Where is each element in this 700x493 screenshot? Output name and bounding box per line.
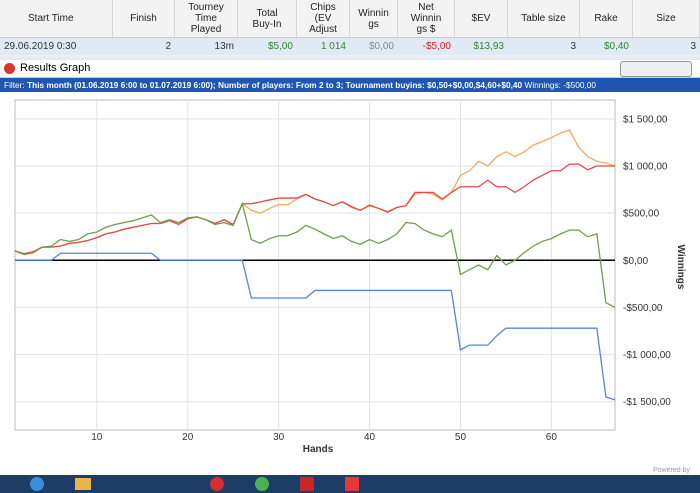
table-cell: $13,93 (455, 38, 508, 55)
app-icon (4, 63, 15, 74)
filter-bar: Filter: This month (01.06.2019 6:00 to 0… (0, 78, 700, 92)
y-tick-label: -$500,00 (623, 303, 663, 314)
table-cell: 13m (175, 38, 238, 55)
y-tick-label: $500,00 (623, 209, 660, 220)
series-line (14, 163, 615, 255)
column-header: Total Buy-In (238, 0, 297, 38)
series-line (14, 201, 616, 309)
table-cell: 3 (508, 38, 580, 55)
y-tick-label: $0,00 (623, 256, 648, 267)
window-controls[interactable] (620, 61, 692, 77)
header-text: Adjust (309, 24, 337, 35)
header-text: Size (656, 13, 676, 24)
x-tick-label: 30 (273, 432, 285, 443)
header-text: Rake (594, 13, 618, 24)
filter-text: This month (01.06.2019 6:00 to 01.07.201… (27, 80, 523, 90)
window-titlebar: Results Graph (0, 60, 700, 78)
column-header: Tourney Time Played (175, 0, 238, 38)
column-header: Net Winnin gs $ (398, 0, 455, 38)
taskbar-icon[interactable] (255, 477, 269, 491)
taskbar-icon[interactable] (30, 477, 44, 491)
header-text: Played (190, 24, 222, 35)
y-tick-label: -$1 000,00 (623, 350, 671, 361)
powered-by: Powered by (653, 467, 690, 474)
table-cell: 2 (113, 38, 175, 55)
y-axis-label: Winnings (675, 245, 686, 290)
table-cell: $5,00 (238, 38, 297, 55)
header-text: Total (256, 7, 278, 19)
header-text: Winnin (358, 7, 389, 19)
header-text: Tourney (188, 2, 224, 13)
y-tick-label: -$1 500,00 (623, 397, 671, 408)
x-tick-label: 50 (455, 432, 467, 443)
header-text: Net (418, 2, 434, 13)
x-tick-label: 40 (364, 432, 376, 443)
header-text: Buy-In (252, 18, 282, 30)
taskbar-icon[interactable] (300, 477, 314, 491)
header-text: gs (368, 18, 379, 30)
column-header: Table size (508, 0, 580, 38)
table-cell: 29.06.2019 0:30 (0, 38, 113, 55)
column-header: Finish (113, 0, 175, 38)
header-text: (EV (314, 13, 332, 24)
header-text: gs $ (416, 24, 436, 35)
column-header: $EV (455, 0, 508, 38)
header-text: Start Time (28, 13, 74, 24)
plot-area (14, 99, 616, 431)
x-axis-label: Hands (303, 444, 334, 455)
table-cell: 1 014 (297, 38, 350, 55)
taskbar (0, 475, 700, 493)
column-header[interactable]: Start Time (0, 0, 113, 38)
series-line (15, 252, 616, 401)
header-text: Finish (130, 13, 157, 24)
table-cell: $0,00 (350, 38, 398, 55)
header-text: Table size (521, 13, 566, 24)
header-text: Time (195, 13, 217, 24)
table-cell: $0,40 (580, 38, 633, 55)
blurred-rows (0, 55, 700, 61)
header-text: Winnin (410, 13, 442, 24)
x-tick-label: 10 (91, 432, 103, 443)
taskbar-icon[interactable] (210, 477, 224, 491)
table-cell: -$5,00 (398, 38, 455, 55)
filter-label: Filter: (4, 80, 25, 90)
column-header: Size (633, 0, 700, 38)
window-title: Results Graph (20, 62, 91, 74)
taskbar-icon[interactable] (345, 477, 359, 491)
y-tick-label: $1 000,00 (623, 162, 668, 173)
header-text: $EV (471, 13, 491, 24)
column-header: Rake (580, 0, 633, 38)
header-text: Chips (310, 2, 336, 13)
table-cell: 3 (633, 38, 700, 55)
results-chart: Hands Winnings Powered by $1 500,00 $1 00… (14, 99, 690, 474)
taskbar-icon[interactable] (75, 478, 91, 490)
winnings-summary: Winnings: -$500,00 (524, 80, 596, 90)
column-header: Chips (EV Adjust (297, 0, 350, 38)
y-tick-label: $1 500,00 (623, 114, 668, 125)
x-tick-label: 20 (182, 432, 194, 443)
column-header: Winnin gs (350, 0, 398, 38)
x-tick-label: 60 (546, 432, 558, 443)
